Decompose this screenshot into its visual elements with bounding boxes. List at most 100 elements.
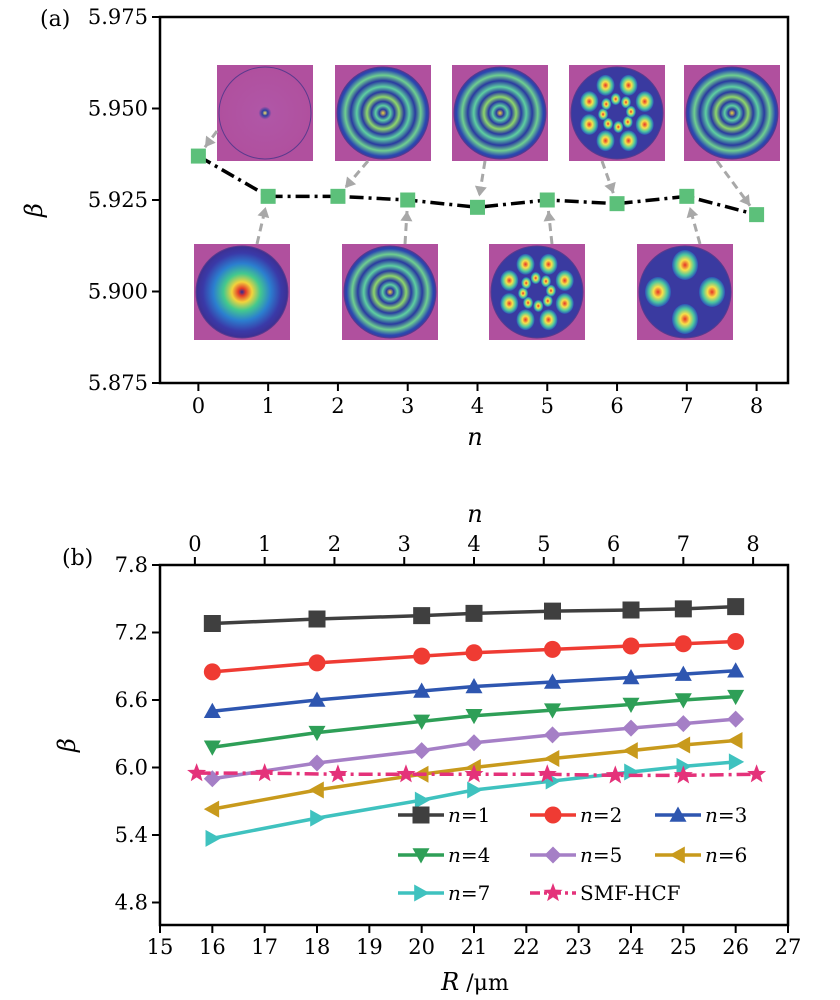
y-axis-b: 4.8 5.4 6.0 6.6 7.2 7.8	[115, 553, 160, 915]
inset-inner-lobe	[540, 275, 551, 288]
data-point-a	[539, 192, 555, 208]
data-point	[396, 764, 416, 783]
inset-mode-disc	[336, 66, 430, 160]
data-point	[308, 781, 324, 799]
series-line	[212, 604, 736, 626]
mode-inset-n2	[335, 65, 431, 161]
data-point	[674, 693, 692, 709]
data-point-a	[469, 199, 485, 215]
legend-label: n=3	[705, 803, 747, 827]
legend-label-var: n	[580, 843, 593, 867]
top-x-tick-label-b: 4	[467, 532, 480, 556]
top-x-tick-label-b: 1	[258, 532, 271, 556]
y-tick-label-b: 7.8	[115, 553, 148, 577]
data-point	[673, 765, 693, 784]
legend-label: n=5	[580, 843, 622, 867]
legend-marker	[412, 806, 430, 824]
x-tick-label-a: 5	[541, 394, 554, 418]
data-point	[414, 791, 431, 809]
y-tick-label-b: 6.0	[115, 756, 148, 780]
panel-a-label: (a)	[40, 7, 70, 32]
data-point	[747, 764, 767, 783]
data-point-a	[749, 207, 765, 223]
inset-inner-lobe	[610, 93, 621, 106]
mode-inset-n6	[569, 65, 665, 161]
y-tick-label-a: 5.950	[88, 97, 148, 121]
legend-marker	[544, 846, 562, 864]
legend-label: n=6	[705, 843, 747, 867]
series-line	[212, 738, 736, 811]
data-point	[544, 673, 561, 689]
series-SMF-HCF	[187, 763, 767, 784]
data-point	[622, 697, 640, 713]
inset-lobe	[500, 293, 519, 314]
series-n=2	[203, 633, 745, 681]
data-point	[622, 637, 640, 655]
inset-arrow-head	[400, 210, 413, 222]
legend-label-value: =4	[461, 843, 490, 867]
data-point	[622, 669, 640, 685]
x-tick-label-b: 18	[304, 935, 331, 959]
inset-mode-disc	[218, 66, 312, 160]
top-x-tick-label-b: 7	[677, 532, 690, 556]
data-point	[622, 719, 640, 737]
legend-label-value: =1	[461, 803, 490, 827]
x-tick-label-b: 24	[618, 935, 645, 959]
inset-arrow-head	[543, 210, 556, 222]
inset-inner-lobe	[545, 284, 556, 297]
data-point	[465, 678, 483, 694]
legend-label: n=4	[448, 843, 490, 867]
x-tick-label-a: 3	[401, 394, 414, 418]
data-point	[727, 662, 745, 678]
data-point	[727, 633, 745, 650]
data-point	[465, 644, 483, 662]
data-point	[622, 601, 640, 619]
inset-lobe	[555, 270, 574, 291]
data-point	[544, 640, 561, 658]
legend-label-value: =7	[461, 881, 490, 905]
y-tick-label-b: 4.8	[115, 891, 148, 915]
y-tick-label-b: 6.6	[115, 688, 148, 712]
inset-inner-lobe	[518, 287, 529, 300]
series-line	[212, 694, 736, 749]
data-point	[728, 753, 745, 771]
y-tick-label-a: 5.900	[88, 280, 148, 304]
data-point-a	[190, 148, 206, 164]
mode-inset-n4	[452, 65, 548, 161]
data-point	[544, 726, 561, 744]
data-point	[308, 691, 326, 707]
series-n=5	[203, 710, 745, 788]
inset-inner-lobe	[530, 272, 541, 285]
x-tick-label-b: 23	[565, 935, 592, 959]
inset-inner-lobe	[521, 277, 532, 290]
y-axis-a: 5.875 5.900 5.925 5.950 5.975	[88, 5, 160, 395]
mode-inset-n3	[342, 244, 438, 340]
data-point	[413, 714, 431, 730]
x-tick-label-b: 27	[775, 935, 802, 959]
inset-lobe	[645, 277, 671, 307]
y-tick-label-a: 5.875	[88, 371, 148, 395]
data-point	[727, 689, 745, 706]
legend-label: SMF-HCF	[580, 881, 681, 905]
data-point	[674, 600, 692, 618]
legend-b: n=1 n=2 n=3n=4 n=5 n=6n=7 SMF-HCF	[398, 803, 747, 905]
data-point-a	[260, 188, 276, 204]
panel-b-label: (b)	[62, 546, 93, 571]
x-tick-label-b: 22	[513, 935, 540, 959]
x-tick-label-a: 6	[610, 394, 623, 418]
inset-lobe	[635, 91, 654, 112]
series-b	[187, 598, 767, 847]
series-n=6	[203, 732, 743, 818]
legend-label-var: n	[448, 803, 461, 827]
inset-inner-lobe	[622, 115, 633, 128]
data-point	[605, 765, 625, 784]
data-point	[727, 598, 745, 616]
legend-marker	[544, 806, 562, 824]
series-line	[212, 669, 736, 713]
legend-marker	[414, 884, 430, 902]
mode-inset-n1	[194, 244, 290, 340]
x-tick-label-b: 17	[251, 935, 278, 959]
x-tick-label-a: 4	[471, 394, 484, 418]
inset-arrow-head	[604, 181, 616, 194]
